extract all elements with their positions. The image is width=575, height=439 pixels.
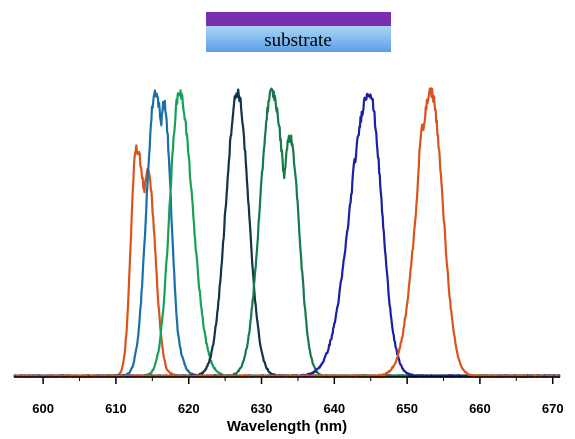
spectrum-line-7 — [13, 87, 561, 378]
x-tick-label: 670 — [542, 401, 564, 416]
spectrum-line-3 — [13, 89, 561, 378]
spectrum-line-5 — [13, 87, 561, 378]
spectrum-line-4 — [13, 88, 561, 378]
substrate-inset: substrate — [206, 12, 391, 52]
x-tick-label: 610 — [105, 401, 127, 416]
substrate-label: substrate — [264, 30, 332, 51]
substrate-block — [206, 26, 391, 52]
x-tick-label: 620 — [178, 401, 200, 416]
x-tick-label: 660 — [469, 401, 491, 416]
x-axis-title: Wavelength (nm) — [227, 418, 347, 435]
x-tick-label: 630 — [251, 401, 273, 416]
x-tick-label: 640 — [323, 401, 345, 416]
spectrum-line-1 — [13, 144, 561, 378]
x-axis-ticks: 600 610 620 630 640 650 660 670 — [32, 377, 564, 416]
spectrum-line-6 — [13, 92, 561, 378]
series-layer — [13, 87, 561, 378]
x-tick-label: 600 — [32, 401, 54, 416]
spectrum-line-2 — [13, 89, 561, 378]
x-tick-label: 650 — [396, 401, 418, 416]
